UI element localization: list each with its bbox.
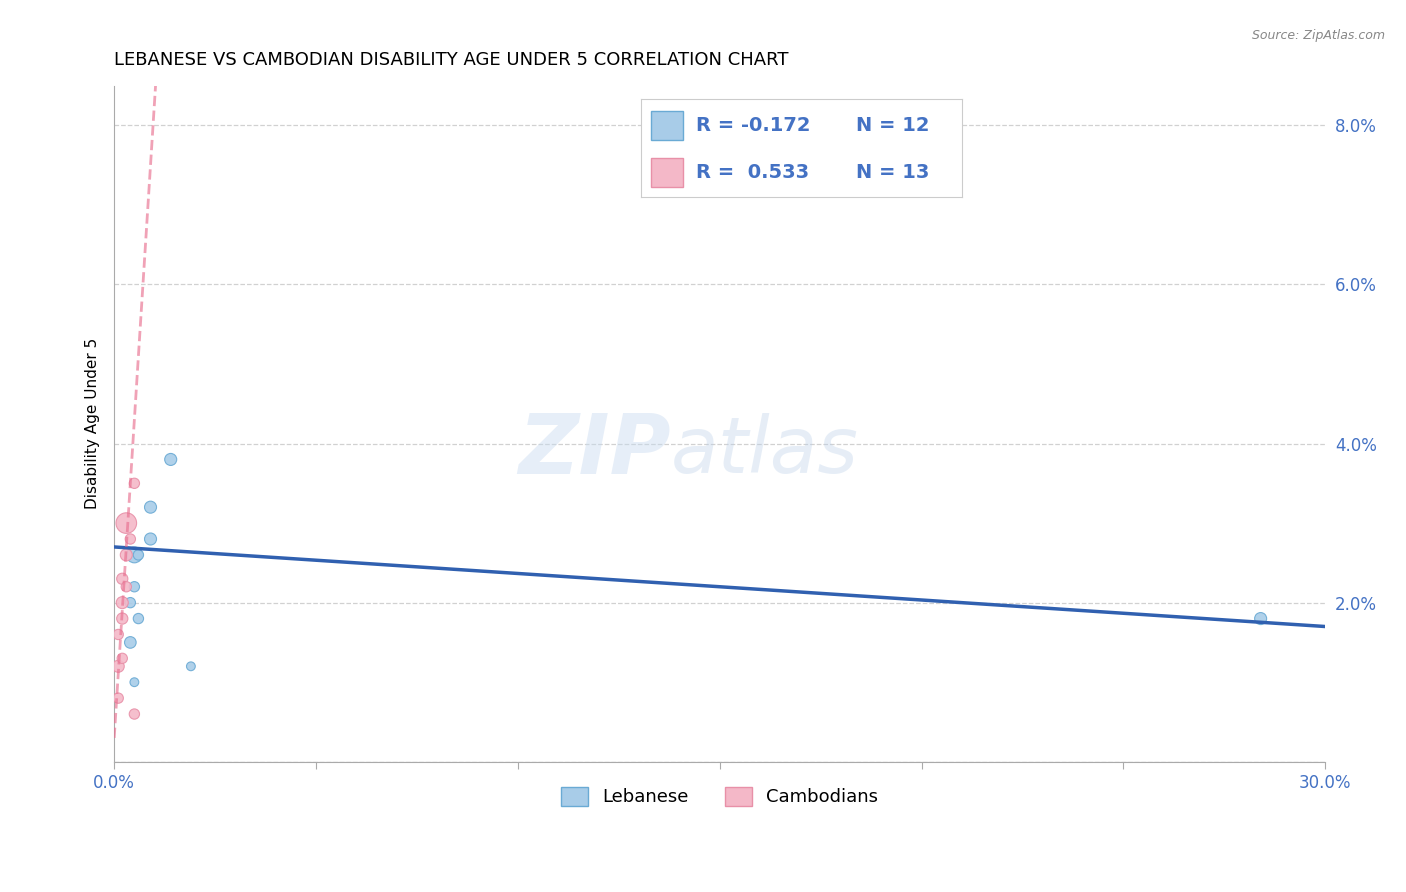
Point [115, 548, 138, 562]
Point [120, 532, 142, 546]
Point [1250, 611, 1272, 625]
Point [120, 596, 142, 610]
Point [111, 651, 134, 665]
Text: ZIP: ZIP [519, 410, 671, 491]
Point [124, 476, 146, 491]
Point [107, 627, 129, 641]
Point [111, 596, 134, 610]
Point [111, 572, 134, 586]
Point [124, 548, 146, 562]
Point [139, 500, 162, 515]
Legend: Lebanese, Cambodians: Lebanese, Cambodians [554, 780, 886, 814]
Point [115, 516, 138, 530]
Point [124, 675, 146, 690]
Point [107, 691, 129, 706]
Point [159, 452, 181, 467]
Text: Source: ZipAtlas.com: Source: ZipAtlas.com [1251, 29, 1385, 42]
Point [120, 635, 142, 649]
Point [127, 611, 149, 625]
Point [127, 548, 149, 562]
Point [111, 611, 134, 625]
Point [139, 532, 162, 546]
Point [115, 580, 138, 594]
Point [124, 580, 146, 594]
Text: LEBANESE VS CAMBODIAN DISABILITY AGE UNDER 5 CORRELATION CHART: LEBANESE VS CAMBODIAN DISABILITY AGE UND… [114, 51, 789, 69]
Point [107, 659, 129, 673]
Text: atlas: atlas [671, 413, 859, 489]
Point [180, 659, 202, 673]
Y-axis label: Disability Age Under 5: Disability Age Under 5 [86, 338, 100, 509]
Point [124, 706, 146, 721]
